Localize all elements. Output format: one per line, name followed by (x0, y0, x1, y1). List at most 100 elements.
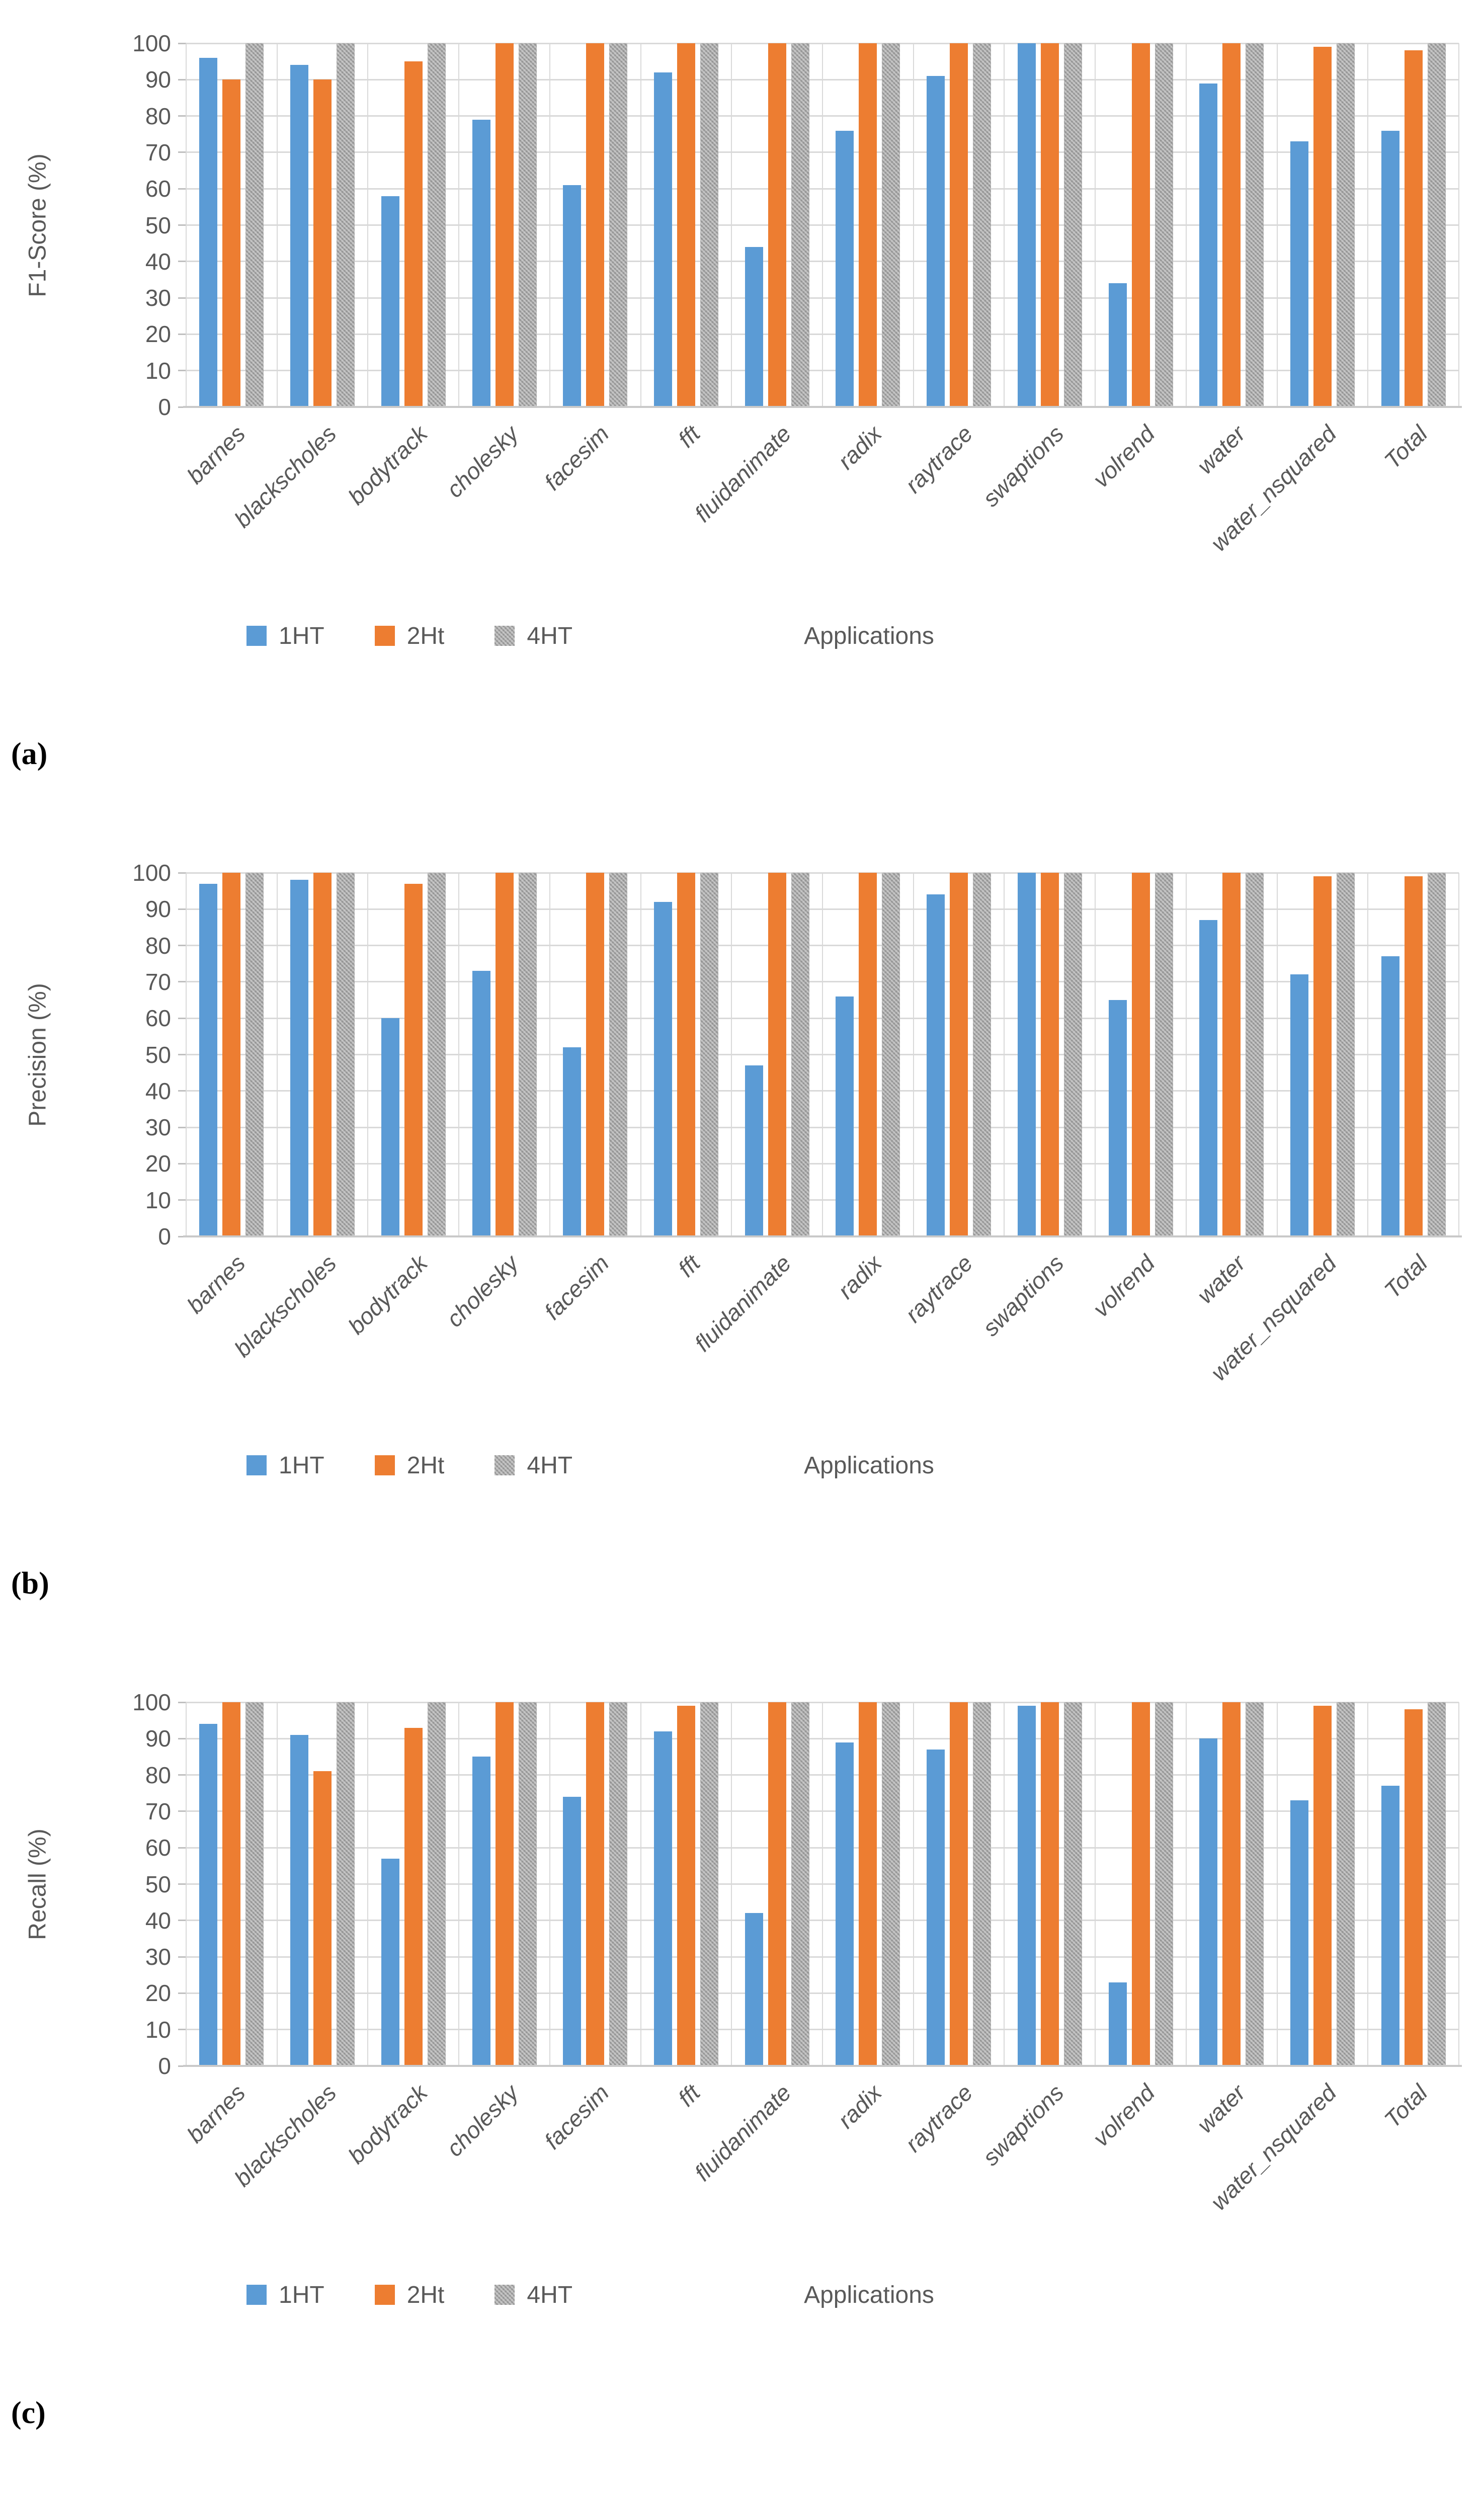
bar-groups (186, 873, 1459, 1236)
bar-2Ht-cholesky (495, 1702, 514, 2066)
v-gridline (1095, 1702, 1096, 2066)
y-tick-mark (178, 1090, 186, 1092)
v-gridline (1095, 43, 1096, 407)
bar-2Ht-water_nsquared (1313, 47, 1332, 407)
x-category-label: cholesky (441, 2079, 523, 2162)
bar-1HT-fluidanimate (745, 1913, 763, 2066)
bar-2Ht-fft (677, 43, 695, 407)
panel-letter-c: (c) (11, 2396, 46, 2430)
bar-2Ht-cholesky (495, 43, 514, 407)
bar-2Ht-blackscholes (313, 873, 332, 1236)
bar-1HT-fluidanimate (745, 246, 763, 407)
x-category-label: water (1192, 1250, 1251, 1309)
bar-1HT-cholesky (472, 971, 490, 1236)
y-tick-mark (178, 224, 186, 226)
bar-4HT-barnes (245, 1702, 264, 2066)
v-gridline (1185, 873, 1187, 1236)
bar-4HT-cholesky (518, 43, 537, 407)
y-axis-ticks: 100 90 80 70 60 50 40 30 20 10 0 (75, 861, 186, 1248)
y-tick-mark (178, 1017, 186, 1019)
v-gridline (458, 43, 460, 407)
bar-4HT-barnes (245, 43, 264, 407)
y-tick-mark (178, 406, 186, 408)
bar-group-fft (641, 43, 732, 407)
bar-group-fluidanimate (731, 1702, 822, 2066)
y-tick-label: 40 (145, 1077, 171, 1104)
y-tick-mark (178, 1956, 186, 1958)
v-gridline (822, 1702, 823, 2066)
bar-1HT-bodytrack (381, 196, 399, 407)
bar-1HT-cholesky (472, 119, 490, 407)
v-gridline (1276, 873, 1278, 1236)
legend: 1HT 2Ht 4HT Applications (246, 2277, 1459, 2312)
x-category-label: raytrace (900, 2079, 978, 2157)
plot-column: barnes blackscholes bodytrack cholesky faces… (182, 872, 1462, 1483)
bar-4HT-facesim (609, 43, 628, 407)
bar-4HT-volrend (1155, 43, 1173, 407)
bar-2Ht-water_nsquared (1313, 876, 1332, 1236)
y-tick-mark (178, 2065, 186, 2067)
v-gridline (1458, 43, 1459, 407)
plot-area (183, 42, 1462, 408)
bar-4HT-Total (1427, 43, 1446, 407)
bar-4HT-fluidanimate (791, 43, 809, 407)
bar-1HT-blackscholes (290, 1735, 309, 2066)
legend-label: 4HT (527, 622, 573, 649)
bar-1HT-barnes (199, 57, 218, 407)
bar-group-water_nsquared (1277, 1702, 1368, 2066)
x-category-label: radix (833, 2079, 887, 2133)
bar-1HT-facesim (563, 1796, 582, 2066)
x-category-label: facesim (539, 420, 614, 495)
y-tick-label: 100 (132, 30, 171, 56)
y-tick-mark (178, 333, 186, 335)
bar-2Ht-fluidanimate (768, 873, 786, 1236)
x-category-label: raytrace (900, 1250, 978, 1327)
bar-2Ht-barnes (222, 873, 241, 1236)
legend-swatch-1HT (246, 2285, 267, 2305)
x-axis-labels: barnes blackscholes bodytrack cholesky faces… (182, 407, 1459, 598)
bar-2Ht-Total (1404, 876, 1423, 1236)
v-gridline (276, 1702, 278, 2066)
x-axis-labels: barnes blackscholes bodytrack cholesky faces… (182, 1236, 1459, 1428)
x-category-label: radix (833, 1250, 887, 1304)
y-tick-mark (178, 1701, 186, 1703)
bar-group-water_nsquared (1277, 43, 1368, 407)
v-gridline (367, 1702, 369, 2066)
y-tick-mark (178, 1774, 186, 1776)
x-category-label: fluidanimate (689, 2079, 796, 2186)
bar-1HT-bodytrack (381, 1858, 399, 2066)
bar-group-swaptions (1004, 873, 1095, 1236)
legend-swatch-2Ht (374, 1455, 395, 1475)
v-gridline (1004, 1702, 1005, 2066)
bar-1HT-swaptions (1017, 873, 1036, 1236)
bar-group-water (1186, 873, 1277, 1236)
bar-group-volrend (1095, 873, 1186, 1236)
bar-2Ht-blackscholes (313, 79, 332, 407)
bar-2Ht-facesim (586, 1702, 605, 2066)
v-gridline (458, 873, 460, 1236)
bar-group-raytrace (914, 43, 1005, 407)
x-category-label: barnes (182, 1250, 251, 1318)
v-gridline (367, 43, 369, 407)
legend-swatch-4HT (494, 1455, 515, 1475)
y-axis-title: F1-Score (%) (24, 153, 51, 297)
bar-group-bodytrack (368, 43, 459, 407)
y-tick-mark (178, 1199, 186, 1201)
bar-4HT-bodytrack (427, 1702, 446, 2066)
v-gridline (1004, 43, 1005, 407)
x-category-label: swaptions (977, 420, 1069, 512)
bar-2Ht-blackscholes (313, 1771, 332, 2066)
v-gridline (1095, 873, 1096, 1236)
y-tick-label: 30 (145, 285, 171, 311)
bar-group-blackscholes (277, 43, 368, 407)
bar-2Ht-barnes (222, 79, 241, 407)
bar-2Ht-swaptions (1040, 43, 1059, 407)
bar-4HT-water_nsquared (1336, 1702, 1355, 2066)
v-gridline (549, 873, 550, 1236)
y-tick-label: 10 (145, 357, 171, 384)
y-tick-mark (178, 78, 186, 80)
legend-swatch-1HT (246, 1455, 267, 1475)
bar-2Ht-radix (859, 873, 877, 1236)
bar-2Ht-raytrace (950, 43, 968, 407)
y-tick-label: 90 (145, 66, 171, 93)
